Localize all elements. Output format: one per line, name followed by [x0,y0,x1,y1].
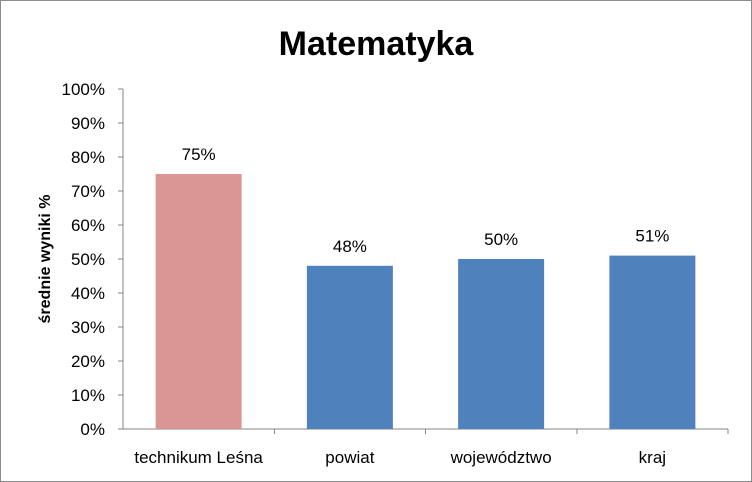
y-tick-label: 70% [71,182,105,201]
bar [155,174,242,429]
x-category-label: powiat [325,448,374,467]
chart-title: Matematyka [279,25,475,63]
y-tick-label: 40% [71,284,105,303]
plot-area: 0% 10% 20% 30% 40% 50% 60% 70% 80% 90% 100% 75% tech… [62,80,729,467]
y-tick-label: 10% [71,386,105,405]
bar-data-label: 51% [635,227,669,246]
y-axis-label: średnie wyniki % [37,195,54,324]
x-category-label: kraj [639,448,666,467]
y-tick-label: 0% [80,420,105,439]
y-tick-label: 50% [71,250,105,269]
y-tick-label: 60% [71,216,105,235]
y-tick-label: 80% [71,148,105,167]
bar [458,259,545,429]
bar-data-label: 75% [182,145,216,164]
bar [306,265,393,429]
y-tick-label: 20% [71,352,105,371]
x-category-label: województwo [450,448,552,467]
y-tick-label: 90% [71,114,105,133]
x-category-label: technikum Leśna [134,448,263,467]
y-tick-label: 100% [62,80,105,99]
y-tick-label: 30% [71,318,105,337]
bar [609,255,696,429]
bar-data-label: 50% [484,230,518,249]
bar-data-label: 48% [333,237,367,256]
